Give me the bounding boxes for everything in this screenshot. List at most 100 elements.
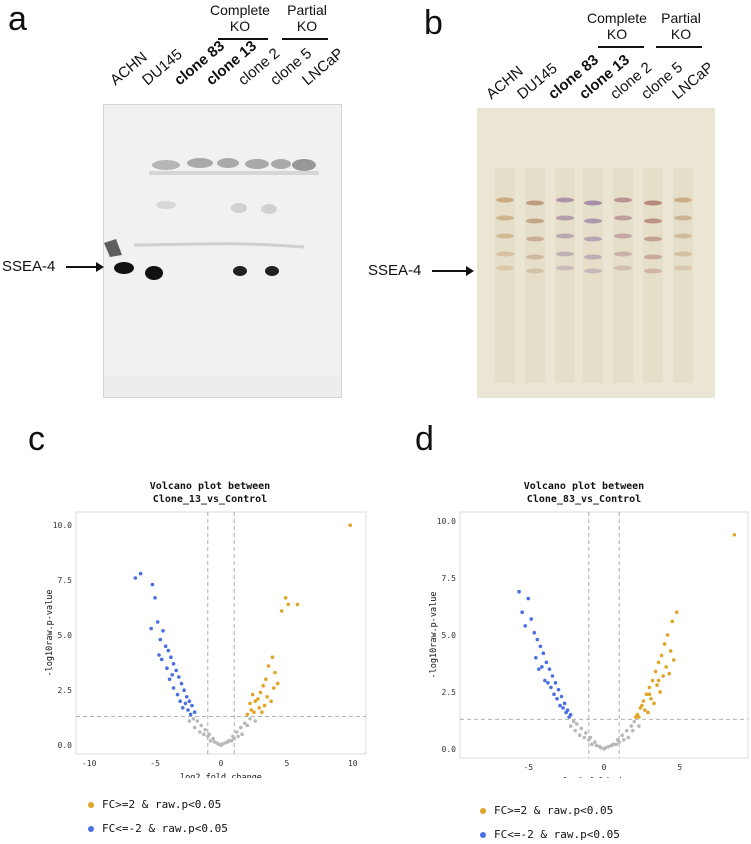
- tlc-band: [526, 200, 544, 206]
- x-tick-label: 5: [677, 763, 682, 772]
- group-label-text: Partial KO: [287, 2, 327, 34]
- data-point: [538, 644, 543, 649]
- data-point: [549, 685, 553, 690]
- data-point: [232, 736, 236, 741]
- tlc-band: [526, 236, 544, 242]
- data-point: [626, 735, 631, 740]
- volcano-title-c: Volcano plot between Clone_13_vs_Control: [120, 480, 300, 506]
- data-point: [178, 699, 182, 703]
- data-point: [637, 715, 641, 719]
- data-point: [245, 712, 250, 717]
- tlc-band: [674, 265, 692, 271]
- data-point: [529, 617, 534, 621]
- tlc-band: [584, 218, 602, 224]
- volcano-title-d: Volcano plot between Clone_83_vs_Control: [494, 480, 674, 506]
- data-point: [553, 681, 558, 685]
- y-axis-label: -log10raw.p-value: [45, 590, 55, 677]
- data-point: [606, 744, 611, 749]
- legend-label-up: FC>=2 & raw.p<0.05: [102, 798, 222, 811]
- data-point: [225, 740, 230, 744]
- data-point: [235, 730, 239, 734]
- tlc-lane: [583, 168, 603, 383]
- data-point: [571, 719, 576, 724]
- tlc-band: [644, 200, 662, 206]
- group-label-partial-ko-b: Partial KO: [652, 10, 710, 42]
- tlc-band: [556, 251, 574, 257]
- data-point: [206, 734, 210, 739]
- data-point: [668, 649, 673, 653]
- group-label-text: Complete KO: [210, 2, 270, 34]
- data-point: [664, 665, 668, 669]
- data-point: [590, 742, 594, 747]
- data-point: [577, 733, 582, 738]
- legend-label-up: FC>=2 & raw.p<0.05: [494, 804, 614, 817]
- legend-label-down: FC<=-2 & raw.p<0.05: [494, 828, 620, 841]
- tlc-band: [584, 236, 602, 242]
- data-point: [579, 726, 584, 731]
- data-point: [674, 610, 679, 615]
- data-point: [165, 666, 169, 670]
- x-tick-label: 0: [219, 759, 224, 768]
- data-point: [537, 667, 541, 671]
- group-label-text: Complete KO: [587, 10, 647, 42]
- data-point: [543, 678, 547, 683]
- data-point: [556, 687, 561, 692]
- data-point: [561, 706, 565, 710]
- x-tick-label: 0: [602, 763, 607, 772]
- volcano-plot-c: -10 -5 0 5 10 0.0 2.5 5.0 7.5 10.0 log2 fold chang…: [45, 511, 367, 778]
- data-point: [167, 677, 172, 681]
- tlc-band: [496, 233, 514, 239]
- data-point: [163, 644, 168, 648]
- data-point: [568, 724, 573, 728]
- data-point: [182, 688, 186, 692]
- data-point: [637, 724, 641, 728]
- data-point: [665, 633, 670, 637]
- volcano-title-text: Volcano plot between Clone_83_vs_Control: [523, 481, 645, 505]
- data-point: [541, 651, 546, 656]
- data-point: [149, 626, 153, 631]
- legend-dot-down: [88, 825, 94, 832]
- panel-letter-a: a: [8, 0, 27, 38]
- data-point: [253, 699, 258, 703]
- data-point: [631, 728, 635, 733]
- data-point: [552, 692, 556, 697]
- tlc-bands-b: [477, 108, 715, 398]
- tlc-band: [496, 197, 514, 203]
- data-point: [192, 725, 197, 730]
- x-axis-label: log2 fold change: [180, 773, 262, 778]
- tlc-band: [496, 215, 514, 221]
- data-point: [133, 576, 138, 580]
- group-line-complete-a: [218, 38, 268, 40]
- tlc-band: [526, 268, 544, 274]
- data-point: [190, 703, 194, 708]
- data-point: [661, 674, 665, 678]
- data-point: [240, 732, 244, 736]
- data-point: [260, 710, 264, 714]
- tlc-lane: [555, 168, 575, 383]
- data-point: [250, 692, 255, 697]
- tlc-band: [644, 268, 662, 274]
- data-point: [653, 669, 658, 674]
- data-point: [161, 629, 165, 633]
- tlc-band: [674, 233, 692, 239]
- tlc-band: [526, 254, 544, 260]
- legend-item-down-d: FC<=-2 & raw.p<0.05: [480, 828, 620, 841]
- group-line-partial-b: [656, 46, 702, 48]
- y-axis-label: -log10raw.p-value: [429, 592, 439, 679]
- data-point: [257, 706, 262, 710]
- data-point: [573, 728, 577, 733]
- data-point: [192, 710, 197, 714]
- tlc-band: [556, 265, 574, 271]
- data-point: [555, 696, 559, 701]
- tlc-band: [584, 254, 602, 260]
- data-point: [138, 571, 143, 576]
- tlc-band: [674, 197, 692, 203]
- data-point: [157, 653, 161, 657]
- data-point: [667, 671, 671, 676]
- legend-item-up-c: FC>=2 & raw.p<0.05: [88, 798, 221, 811]
- data-point: [641, 699, 646, 703]
- data-point: [624, 728, 629, 733]
- data-point: [150, 582, 155, 587]
- data-point: [180, 706, 185, 710]
- tlc-band: [614, 215, 632, 221]
